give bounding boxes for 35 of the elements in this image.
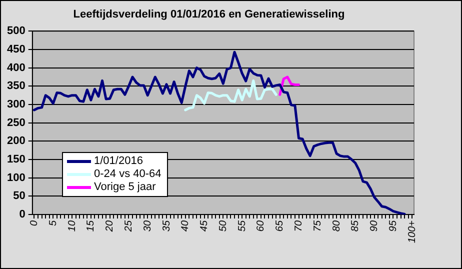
legend-label: 1/01/2016 — [94, 155, 143, 168]
x-tick-label: 20 — [104, 220, 116, 233]
y-tick-label: 100 — [6, 172, 26, 184]
y-tick-label: 150 — [6, 154, 26, 166]
x-tick-label: 10 — [66, 220, 78, 232]
x-tick-label: 0 — [29, 220, 40, 226]
x-tick-label: 70 — [294, 220, 305, 232]
y-tick-label: 500 — [6, 25, 26, 38]
legend-label: Vorige 5 jaar — [94, 181, 156, 194]
chart-title: Leeftijdsverdeling 01/01/2016 en Generatiewisseling — [73, 8, 345, 21]
x-tick-label: 80 — [331, 220, 342, 232]
x-tick-label: 40 — [180, 220, 192, 232]
y-tick-label: 50 — [13, 190, 26, 202]
y-tick-label: 400 — [6, 62, 26, 74]
x-tick-label: 30 — [142, 220, 154, 232]
y-tick-label: 300 — [6, 98, 26, 111]
x-tick-label: 95 — [388, 220, 399, 232]
x-tick-label: 25 — [123, 220, 134, 233]
x-tick-label: 60 — [256, 220, 267, 232]
y-tick-label: 450 — [6, 44, 26, 56]
x-tick-label: 100+ — [406, 220, 418, 244]
x-tick-label: 90 — [369, 220, 380, 232]
x-tick-label: 35 — [161, 220, 172, 232]
x-tick-label: 45 — [199, 220, 210, 232]
x-tick-label: 65 — [274, 220, 286, 232]
y-tick-label: 350 — [6, 80, 26, 92]
y-tick-label: 200 — [6, 135, 26, 148]
y-tick-label: 250 — [6, 116, 26, 129]
x-tick-label: 85 — [350, 220, 362, 232]
x-tick-label: 5 — [48, 220, 59, 226]
x-tick-label: 55 — [236, 220, 248, 232]
legend-label: 0-24 vs 40-64 — [94, 168, 162, 181]
x-tick-label: 15 — [86, 220, 97, 232]
x-tick-label: 50 — [218, 220, 229, 232]
x-tick-label: 75 — [312, 220, 324, 232]
